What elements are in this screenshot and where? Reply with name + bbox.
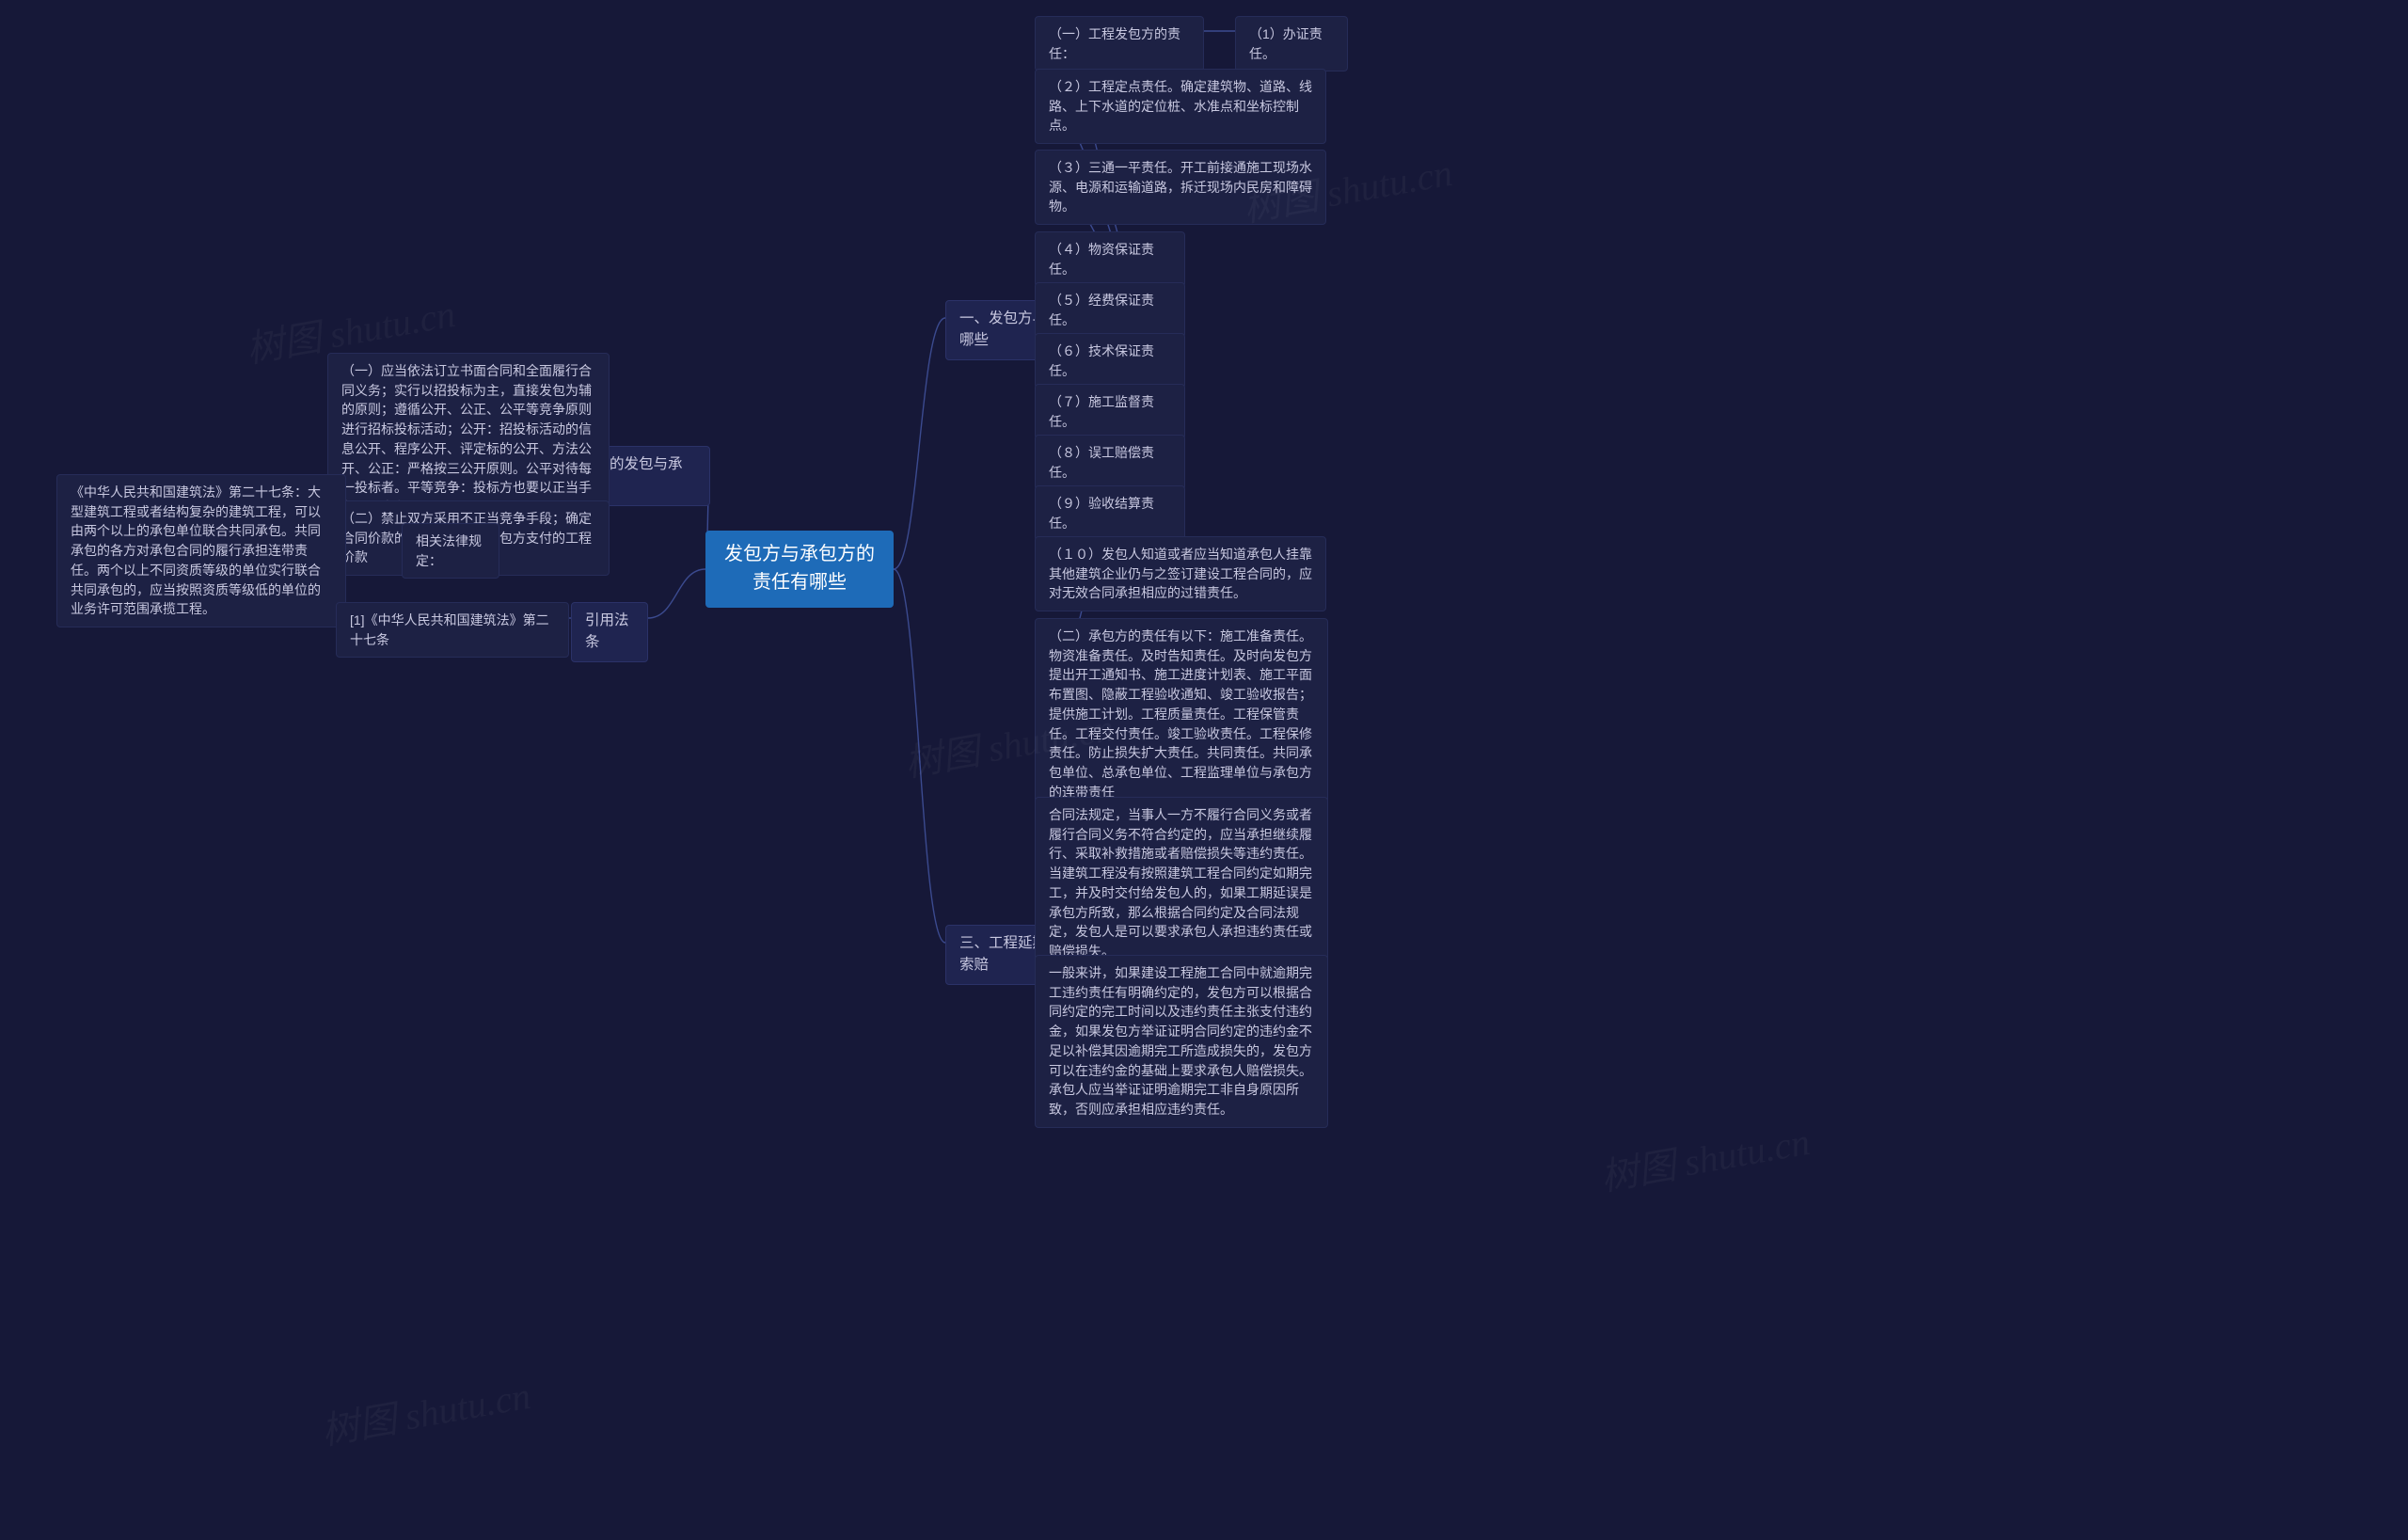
node-text: 引用法条	[585, 611, 634, 654]
leaf-node[interactable]: （一）工程发包方的责任：	[1035, 16, 1204, 71]
node-text: （９）验收结算责任。	[1049, 494, 1171, 532]
node-text: 一般来讲，如果建设工程施工合同中就逾期完工违约责任有明确约定的，发包方可以根据合…	[1049, 963, 1314, 1119]
leaf-node[interactable]: （９）验收结算责任。	[1035, 485, 1185, 541]
node-text: [1]《中华人民共和国建筑法》第二十七条	[350, 611, 555, 649]
watermark: 树图 shutu.cn	[317, 1365, 534, 1455]
node-text: （３）三通一平责任。开工前接通施工现场水源、电源和运输道路，拆迁现场内民房和障碍…	[1049, 158, 1312, 216]
node-text: （４）物资保证责任。	[1049, 240, 1171, 278]
node-text: 相关法律规定：	[416, 532, 485, 570]
node-text: （２）工程定点责任。确定建筑物、道路、线路、上下水道的定位桩、水准点和坐标控制点…	[1049, 77, 1312, 135]
leaf-node[interactable]: （１０）发包人知道或者应当知道承包人挂靠其他建筑企业仍与之签订建设工程合同的，应…	[1035, 536, 1326, 611]
leaf-node[interactable]: 相关法律规定：	[402, 523, 499, 579]
node-text: （１０）发包人知道或者应当知道承包人挂靠其他建筑企业仍与之签订建设工程合同的，应…	[1049, 545, 1312, 603]
leaf-node[interactable]: （７）施工监督责任。	[1035, 384, 1185, 439]
leaf-node[interactable]: 《中华人民共和国建筑法》第二十七条：大型建筑工程或者结构复杂的建筑工程，可以由两…	[56, 474, 346, 627]
node-text: （二）承包方的责任有以下：施工准备责任。物资准备责任。及时告知责任。及时向发包方…	[1049, 627, 1314, 802]
node-text: 《中华人民共和国建筑法》第二十七条：大型建筑工程或者结构复杂的建筑工程，可以由两…	[71, 483, 332, 619]
leaf-node[interactable]: 一般来讲，如果建设工程施工合同中就逾期完工违约责任有明确约定的，发包方可以根据合…	[1035, 955, 1328, 1128]
leaf-node[interactable]: （２）工程定点责任。确定建筑物、道路、线路、上下水道的定位桩、水准点和坐标控制点…	[1035, 69, 1326, 144]
node-text: （５）经费保证责任。	[1049, 291, 1171, 329]
root-node[interactable]: 发包方与承包方的责任有哪些	[705, 531, 894, 608]
mindmap-canvas: 发包方与承包方的责任有哪些一、发包方与承包方的责任有哪些三、工程延期交付发包方如…	[0, 0, 2408, 1540]
leaf-node[interactable]: （二）承包方的责任有以下：施工准备责任。物资准备责任。及时告知责任。及时向发包方…	[1035, 618, 1328, 810]
node-text: （一）应当依法订立书面合同和全面履行合同义务；实行以招投标为主，直接发包为辅的原…	[341, 361, 595, 517]
leaf-node[interactable]: [1]《中华人民共和国建筑法》第二十七条	[336, 602, 569, 658]
node-text: 合同法规定，当事人一方不履行合同义务或者履行合同义务不符合约定的，应当承担继续履…	[1049, 805, 1314, 961]
leaf-node[interactable]: （８）误工赔偿责任。	[1035, 435, 1185, 490]
leaf-node[interactable]: （５）经费保证责任。	[1035, 282, 1185, 338]
node-text: （６）技术保证责任。	[1049, 341, 1171, 380]
leaf-node[interactable]: 合同法规定，当事人一方不履行合同义务或者履行合同义务不符合约定的，应当承担继续履…	[1035, 797, 1328, 970]
leaf-node[interactable]: （1）办证责任。	[1235, 16, 1348, 71]
watermark: 树图 shutu.cn	[1596, 1111, 1814, 1201]
node-text: （８）误工赔偿责任。	[1049, 443, 1171, 482]
leaf-node[interactable]: （４）物资保证责任。	[1035, 231, 1185, 287]
leaf-node[interactable]: （６）技术保证责任。	[1035, 333, 1185, 389]
node-text: （７）施工监督责任。	[1049, 392, 1171, 431]
leaf-node[interactable]: （３）三通一平责任。开工前接通施工现场水源、电源和运输道路，拆迁现场内民房和障碍…	[1035, 150, 1326, 225]
branch-node[interactable]: 引用法条	[571, 602, 648, 662]
node-text: （1）办证责任。	[1249, 24, 1334, 63]
node-text: （一）工程发包方的责任：	[1049, 24, 1190, 63]
node-text: 发包方与承包方的责任有哪些	[720, 541, 879, 596]
